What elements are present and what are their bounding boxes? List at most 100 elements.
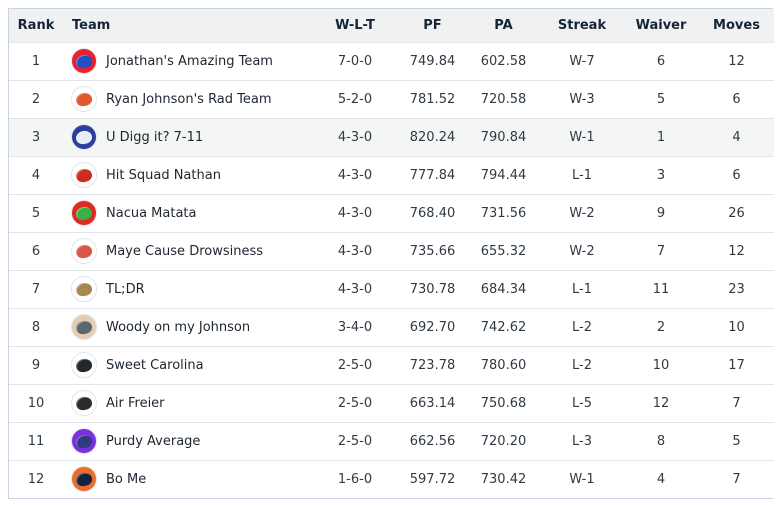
- team-name-link[interactable]: Woody on my Johnson: [106, 319, 251, 335]
- rank-cell: 3: [31, 129, 41, 145]
- points-for-cell: 723.78: [409, 357, 456, 373]
- table-row: 10 Air Freier 2-5-0 663.14 750.68 L-5 12…: [9, 384, 774, 422]
- team-name-link[interactable]: Ryan Johnson's Rad Team: [106, 91, 272, 107]
- team-name-link[interactable]: Hit Squad Nathan: [106, 167, 221, 183]
- team-name-link[interactable]: Air Freier: [106, 395, 165, 411]
- table-header: Rank Team W-L-T PF PA Streak Waiver Move…: [9, 9, 774, 42]
- table-row: 6 Maye Cause Drowsiness 4-3-0 735.66 655…: [9, 232, 774, 270]
- column-header-streak: Streak: [557, 17, 607, 33]
- team-name-link[interactable]: Nacua Matata: [106, 205, 197, 221]
- team-name-link[interactable]: Sweet Carolina: [106, 357, 204, 373]
- points-against-cell: 655.32: [480, 243, 527, 259]
- waiver-cell: 7: [656, 243, 666, 259]
- points-against-cell: 602.58: [480, 53, 527, 69]
- broncos-logo-icon: [74, 471, 94, 488]
- points-against-cell: 720.58: [480, 91, 527, 107]
- points-for-cell: 777.84: [409, 167, 456, 183]
- team-name-link[interactable]: Jonathan's Amazing Team: [106, 53, 273, 69]
- team-cell: Sweet Carolina: [63, 346, 311, 384]
- rank-cell: 6: [31, 243, 41, 259]
- panther-logo-icon: [74, 357, 94, 373]
- league-standings-table: Rank Team W-L-T PF PA Streak Waiver Move…: [8, 8, 774, 499]
- table-row: 7 TL;DR 4-3-0 730.78 684.34 L-1 11 23: [9, 270, 774, 308]
- points-against-cell: 684.34: [480, 281, 527, 297]
- team-avatar[interactable]: [71, 200, 97, 226]
- record-cell: 4-3-0: [337, 129, 373, 145]
- table-row: 12 Bo Me 1-6-0 597.72 730.42 W-1 4 7: [9, 460, 774, 498]
- table-row: 2 Ryan Johnson's Rad Team 5-2-0 781.52 7…: [9, 80, 774, 118]
- team-avatar[interactable]: [71, 238, 97, 264]
- record-cell: 3-4-0: [337, 319, 373, 335]
- team-avatar[interactable]: [71, 314, 97, 340]
- team-avatar[interactable]: [71, 352, 97, 378]
- waiver-cell: 4: [656, 471, 666, 487]
- team-avatar[interactable]: [71, 390, 97, 416]
- record-cell: 7-0-0: [337, 53, 373, 69]
- team-cell: Nacua Matata: [63, 194, 311, 232]
- team-avatar[interactable]: [71, 428, 97, 454]
- points-for-cell: 730.78: [409, 281, 456, 297]
- column-header-waiver: Waiver: [635, 17, 687, 33]
- moves-cell: 12: [728, 53, 745, 69]
- team-avatar[interactable]: [71, 124, 97, 150]
- waiver-cell: 5: [656, 91, 666, 107]
- rank-cell: 9: [31, 357, 41, 373]
- table-row: 9 Sweet Carolina 2-5-0 723.78 780.60 L-2…: [9, 346, 774, 384]
- team-cell: Maye Cause Drowsiness: [63, 232, 311, 270]
- team-avatar[interactable]: [71, 162, 97, 188]
- streak-cell: L-2: [572, 357, 592, 373]
- rank-cell: 10: [27, 395, 45, 411]
- points-for-cell: 781.52: [409, 91, 456, 107]
- moves-cell: 6: [732, 91, 741, 107]
- waiver-cell: 12: [652, 395, 670, 411]
- streak-cell: L-1: [572, 281, 592, 297]
- rank-cell: 5: [31, 205, 41, 221]
- rank-cell: 1: [31, 53, 41, 69]
- team-cell: Purdy Average: [63, 422, 311, 460]
- team-avatar[interactable]: [71, 466, 97, 493]
- team-avatar[interactable]: [71, 48, 97, 74]
- team-cell: U Digg it? 7-11: [63, 118, 311, 156]
- table-row: 4 Hit Squad Nathan 4-3-0 777.84 794.44 L…: [9, 156, 774, 194]
- moves-cell: 7: [732, 395, 741, 411]
- streak-cell: W-2: [569, 205, 595, 221]
- waiver-cell: 8: [656, 433, 666, 449]
- waiver-cell: 3: [656, 167, 666, 183]
- table-row: 8 Woody on my Johnson 3-4-0 692.70 742.6…: [9, 308, 774, 346]
- column-header-pf: PF: [423, 17, 442, 33]
- waiver-cell: 2: [656, 319, 666, 335]
- foam-finger-icon: [74, 91, 94, 107]
- points-against-cell: 750.68: [480, 395, 527, 411]
- vikings-player-icon: [74, 129, 94, 145]
- moves-cell: 7: [732, 471, 741, 487]
- points-against-cell: 730.42: [480, 471, 527, 487]
- table-row: 11 Purdy Average 2-5-0 662.56 720.20 L-3…: [9, 422, 774, 460]
- team-cell: Bo Me: [63, 460, 311, 498]
- points-for-cell: 597.72: [409, 471, 456, 487]
- streak-cell: W-2: [569, 243, 595, 259]
- points-against-cell: 720.20: [480, 433, 527, 449]
- team-name-link[interactable]: U Digg it? 7-11: [106, 129, 204, 145]
- team-avatar[interactable]: [71, 276, 97, 302]
- team-cell: Woody on my Johnson: [63, 308, 311, 346]
- team-name-link[interactable]: TL;DR: [106, 281, 145, 297]
- team-name-link[interactable]: Maye Cause Drowsiness: [106, 243, 264, 259]
- points-against-cell: 731.56: [480, 205, 527, 221]
- team-name-link[interactable]: Purdy Average: [106, 433, 201, 449]
- points-for-cell: 749.84: [409, 53, 456, 69]
- column-header-wlt: W-L-T: [335, 17, 375, 33]
- moves-cell: 23: [728, 281, 745, 297]
- moves-cell: 26: [728, 205, 745, 221]
- horse-head-icon: [74, 243, 94, 259]
- points-against-cell: 780.60: [480, 357, 527, 373]
- moves-cell: 10: [728, 319, 745, 335]
- streak-cell: W-3: [569, 91, 595, 107]
- streak-cell: L-2: [572, 319, 592, 335]
- standings-body: 1 Jonathan's Amazing Team 7-0-0 749.84 6…: [9, 42, 774, 498]
- streak-cell: W-1: [569, 471, 595, 487]
- streak-cell: L-5: [572, 395, 592, 411]
- team-avatar[interactable]: [71, 86, 97, 112]
- team-name-link[interactable]: Bo Me: [106, 471, 147, 487]
- column-header-rank: Rank: [17, 17, 55, 33]
- column-header-moves: Moves: [713, 17, 760, 33]
